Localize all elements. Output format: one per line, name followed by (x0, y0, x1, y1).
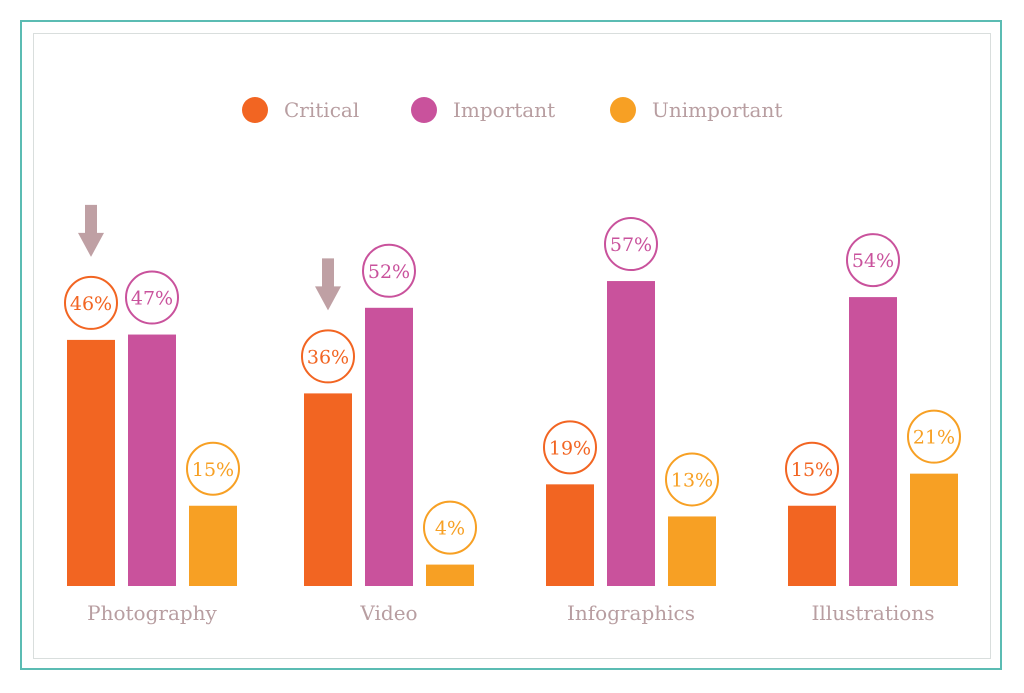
bar-critical-photography (67, 339, 115, 586)
value-label: 46% (70, 293, 112, 315)
chart-outer-frame (20, 20, 1002, 670)
value-badge (301, 329, 355, 384)
category-label-illustrations: Illustrations (812, 601, 935, 625)
value-label: 47% (131, 288, 173, 310)
value-label: 15% (192, 459, 234, 481)
bar-unimportant-photography (189, 505, 237, 586)
value-badge (846, 233, 900, 288)
value-badge (186, 441, 240, 496)
value-label: 21% (913, 427, 955, 449)
bar-unimportant-infographics (668, 516, 716, 586)
bar-important-video (365, 307, 413, 586)
bar-unimportant-illustrations (910, 473, 958, 586)
bar-group-video: 36% 52% 4% (301, 243, 477, 586)
value-badge (604, 217, 658, 272)
bar-critical-infographics (546, 484, 594, 586)
chart-inner-frame (33, 33, 991, 659)
legend-swatch (610, 97, 636, 123)
value-label: 15% (791, 459, 833, 481)
value-label: 19% (549, 437, 591, 459)
bar-critical-video (304, 393, 352, 586)
bar-unimportant-video (426, 564, 474, 586)
value-label: 13% (671, 469, 713, 491)
bar-group-illustrations: 15% 54% 21% (785, 233, 961, 586)
value-badge (785, 441, 839, 496)
category-label-photography: Photography (87, 601, 217, 625)
x-axis-labels: Photography Video Infographics Illustration… (87, 601, 934, 625)
value-label: 36% (307, 346, 349, 368)
bar-important-photography (128, 334, 176, 586)
legend-item-unimportant: Unimportant (610, 97, 782, 123)
down-arrow-icon (315, 258, 341, 311)
category-label-video: Video (359, 601, 417, 625)
value-badge (907, 409, 961, 464)
legend-item-important: Important (411, 97, 555, 123)
value-badge (423, 500, 477, 555)
value-badge (665, 452, 719, 507)
bars: 46% 47% 15% 36% 52% 4% 19% 57% 13% 15% 54% 21% (64, 217, 961, 586)
bar-critical-illustrations (788, 505, 836, 586)
value-badge (64, 275, 118, 330)
legend-label: Unimportant (652, 98, 782, 122)
bar-group-infographics: 19% 57% 13% (543, 217, 719, 586)
legend-swatch (242, 97, 268, 123)
value-label: 54% (852, 250, 894, 272)
legend-label: Important (453, 98, 555, 122)
legend-label: Critical (284, 98, 359, 122)
value-label: 57% (610, 234, 652, 256)
bar-group-photography: 46% 47% 15% (64, 270, 240, 586)
legend-item-critical: Critical (242, 97, 359, 123)
annotations (78, 204, 341, 311)
value-label: 52% (368, 261, 410, 283)
value-badge (125, 270, 179, 325)
legend-swatch (411, 97, 437, 123)
value-badge (543, 420, 597, 475)
value-label: 4% (435, 518, 465, 540)
down-arrow-icon (78, 204, 104, 257)
value-badge (362, 243, 416, 298)
legend: Critical Important Unimportant (242, 97, 782, 123)
bar-important-infographics (607, 281, 655, 586)
category-label-infographics: Infographics (567, 601, 695, 625)
bar-important-illustrations (849, 297, 897, 586)
